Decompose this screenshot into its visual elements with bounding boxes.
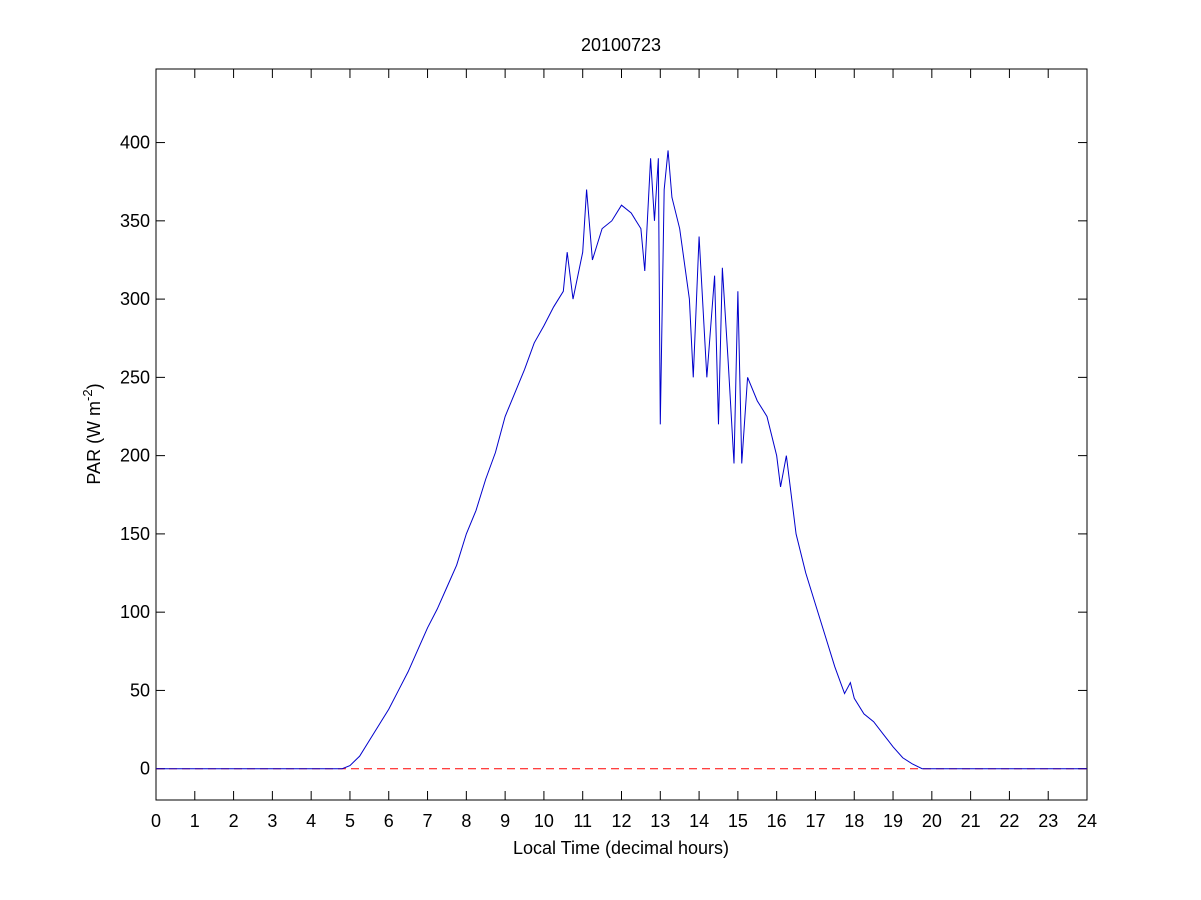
x-tick-label: 10 <box>534 811 554 831</box>
y-axis-label-sup: -2 <box>80 389 95 401</box>
x-tick-label: 18 <box>844 811 864 831</box>
plot-area <box>155 68 1088 801</box>
x-tick-label: 24 <box>1077 811 1097 831</box>
x-tick-label: 8 <box>461 811 471 831</box>
x-tick-label: 21 <box>961 811 981 831</box>
x-tick-label: 22 <box>999 811 1019 831</box>
y-axis-label-suffix: ) <box>84 383 104 389</box>
y-tick-label: 0 <box>140 759 150 779</box>
x-tick-label: 6 <box>384 811 394 831</box>
x-tick-label: 11 <box>573 811 592 831</box>
x-tick-label: 4 <box>306 811 316 831</box>
y-tick-label: 200 <box>120 446 150 466</box>
x-tick-label: 23 <box>1038 811 1058 831</box>
y-axis-label-text: PAR (W m <box>84 401 104 485</box>
data-line <box>156 150 1087 770</box>
y-tick-label: 50 <box>130 680 150 700</box>
y-axis-label: PAR (W m-2) <box>80 383 104 484</box>
x-tick-label: 5 <box>345 811 355 831</box>
x-tick-label: 2 <box>229 811 239 831</box>
x-tick-label: 15 <box>728 811 748 831</box>
y-tick-label: 250 <box>120 367 150 387</box>
x-tick-label: 12 <box>611 811 631 831</box>
x-tick-label: 19 <box>883 811 903 831</box>
x-tick-label: 3 <box>267 811 277 831</box>
x-tick-label: 7 <box>423 811 433 831</box>
chart-title: 20100723 <box>581 35 661 55</box>
x-tick-label: 14 <box>689 811 709 831</box>
x-tick-label: 16 <box>767 811 787 831</box>
x-tick-label: 17 <box>805 811 825 831</box>
y-tick-label: 150 <box>120 524 150 544</box>
x-tick-label: 0 <box>151 811 161 831</box>
y-tick-label: 350 <box>120 211 150 231</box>
x-tick-label: 1 <box>190 811 200 831</box>
y-tick-label: 400 <box>120 133 150 153</box>
y-tick-label: 100 <box>120 602 150 622</box>
x-tick-label: 13 <box>650 811 670 831</box>
x-tick-label: 9 <box>500 811 510 831</box>
y-tick-label: 300 <box>120 289 150 309</box>
x-tick-label: 20 <box>922 811 942 831</box>
x-axis-label: Local Time (decimal hours) <box>513 838 729 858</box>
